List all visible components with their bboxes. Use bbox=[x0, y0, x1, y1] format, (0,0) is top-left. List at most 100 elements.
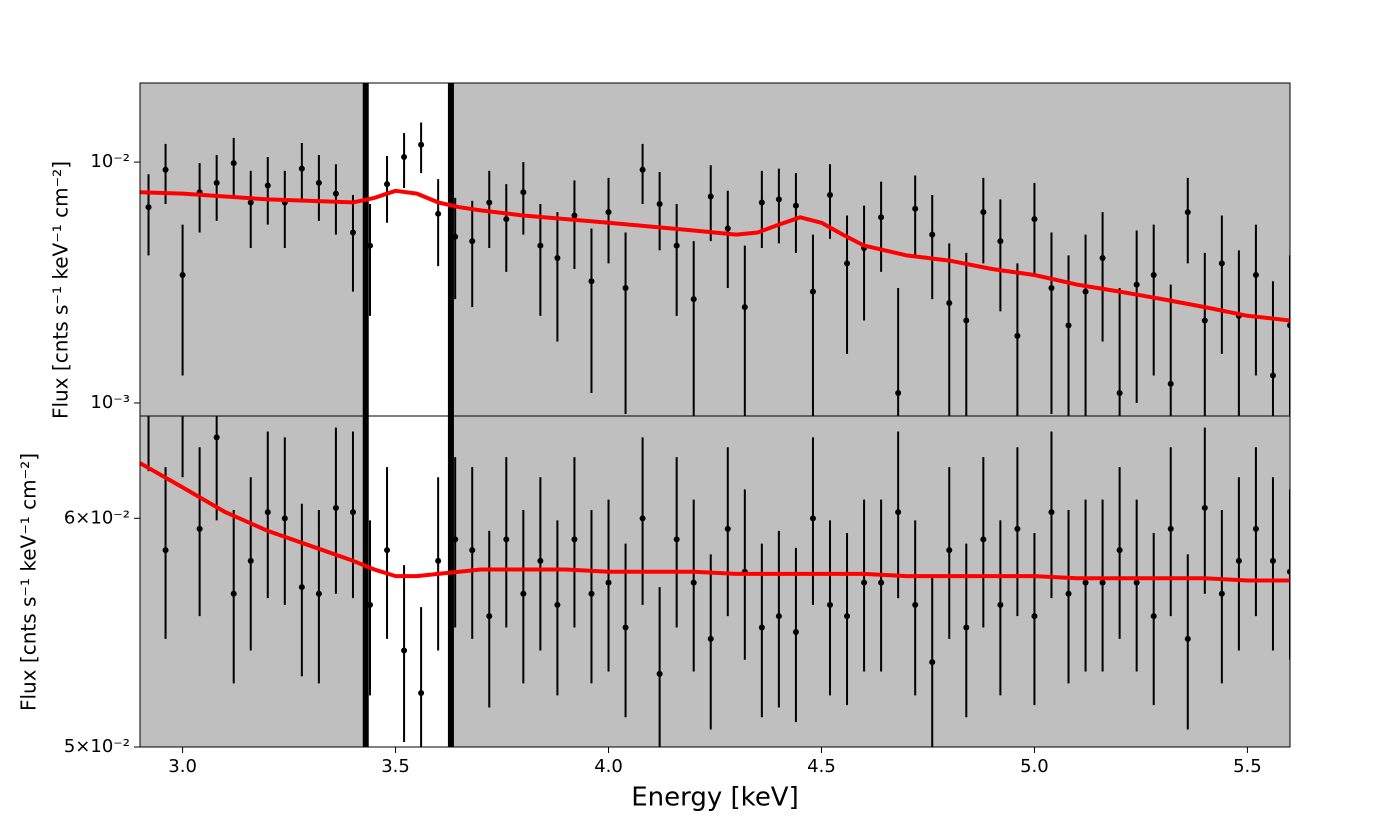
data-point bbox=[264, 182, 271, 189]
x-tick-label: 5.0 bbox=[1020, 756, 1049, 777]
data-point bbox=[435, 210, 442, 217]
data-point bbox=[230, 590, 237, 597]
data-point bbox=[656, 670, 663, 677]
data-point bbox=[315, 179, 322, 186]
data-point bbox=[230, 160, 237, 167]
y-axis-label: Flux [cnts s⁻¹ keV⁻¹ cm⁻²] bbox=[17, 453, 41, 711]
data-point bbox=[758, 199, 765, 206]
data-point bbox=[622, 624, 629, 631]
data-point bbox=[537, 242, 544, 249]
data-point bbox=[247, 557, 254, 564]
data-point bbox=[792, 202, 799, 209]
data-point bbox=[605, 579, 612, 586]
data-point bbox=[1184, 209, 1191, 216]
data-point bbox=[1031, 613, 1038, 620]
data-point bbox=[861, 579, 868, 586]
data-point bbox=[418, 689, 425, 696]
shaded-region bbox=[140, 416, 1290, 747]
data-point bbox=[963, 317, 970, 324]
data-point bbox=[605, 209, 612, 216]
x-tick-label: 3.5 bbox=[381, 756, 410, 777]
data-point bbox=[895, 390, 902, 397]
data-point bbox=[196, 525, 203, 532]
data-point bbox=[1269, 557, 1276, 564]
shaded-region bbox=[140, 83, 1290, 416]
axes-frame bbox=[139, 415, 1291, 748]
data-point bbox=[1133, 281, 1140, 288]
data-point bbox=[588, 278, 595, 285]
data-point bbox=[1082, 579, 1089, 586]
model-line bbox=[140, 461, 1290, 583]
data-point bbox=[844, 613, 851, 620]
x-tick-label: 5.5 bbox=[1233, 756, 1262, 777]
data-point bbox=[1099, 254, 1106, 261]
data-point bbox=[162, 547, 169, 554]
data-point bbox=[656, 200, 663, 207]
data-point bbox=[162, 166, 169, 173]
data-point bbox=[1252, 271, 1259, 278]
data-point bbox=[264, 509, 271, 516]
data-point bbox=[367, 601, 373, 608]
data-point bbox=[758, 624, 765, 631]
data-point bbox=[741, 304, 748, 311]
unshaded-window bbox=[365, 416, 451, 747]
data-point bbox=[878, 214, 885, 221]
data-point bbox=[486, 613, 493, 620]
data-point bbox=[997, 238, 1004, 245]
data-point bbox=[690, 579, 697, 586]
data-point bbox=[724, 525, 731, 532]
data-point bbox=[452, 233, 459, 240]
y-tick-label: 10⁻² bbox=[90, 151, 130, 172]
y-axis-label: Flux [cnts s⁻¹ keV⁻¹ cm⁻²] bbox=[49, 161, 73, 419]
data-point bbox=[809, 288, 816, 295]
data-point bbox=[537, 557, 544, 564]
y-tick-label: 5×10⁻² bbox=[64, 736, 130, 757]
data-point bbox=[707, 193, 714, 200]
data-point bbox=[1133, 579, 1140, 586]
data-point bbox=[1287, 322, 1290, 329]
data-point bbox=[349, 229, 356, 236]
data-point bbox=[1167, 525, 1174, 532]
data-point bbox=[1099, 579, 1106, 586]
data-point bbox=[1082, 288, 1089, 295]
data-point bbox=[946, 547, 953, 554]
data-point bbox=[946, 300, 953, 307]
y-tick-label: 6×10⁻² bbox=[64, 507, 130, 528]
data-point bbox=[281, 515, 288, 522]
data-point bbox=[1235, 557, 1242, 564]
data-point bbox=[520, 189, 527, 196]
data-point bbox=[145, 204, 152, 211]
data-point bbox=[298, 165, 305, 172]
data-point bbox=[384, 181, 391, 188]
data-point bbox=[673, 242, 680, 249]
data-point bbox=[1150, 271, 1157, 278]
data-point bbox=[469, 238, 476, 245]
data-point bbox=[912, 601, 919, 608]
data-point bbox=[349, 509, 356, 516]
data-point bbox=[707, 635, 714, 642]
y-tick-label: 10⁻³ bbox=[90, 392, 130, 413]
data-point bbox=[247, 199, 254, 206]
data-point bbox=[1048, 285, 1055, 292]
model-line bbox=[140, 188, 1290, 323]
data-point bbox=[1031, 216, 1038, 223]
data-point bbox=[571, 536, 578, 543]
data-point bbox=[1201, 504, 1208, 511]
data-point bbox=[367, 242, 373, 249]
data-point bbox=[673, 536, 680, 543]
data-point bbox=[775, 613, 782, 620]
data-point bbox=[418, 141, 425, 148]
data-point bbox=[1065, 590, 1072, 597]
data-point bbox=[315, 590, 322, 597]
data-point bbox=[827, 192, 833, 199]
data-point bbox=[809, 515, 816, 522]
data-point bbox=[724, 225, 731, 232]
data-point bbox=[1201, 317, 1208, 324]
data-point bbox=[1184, 635, 1191, 642]
data-point bbox=[452, 536, 459, 543]
data-point bbox=[775, 196, 782, 203]
data-point bbox=[912, 205, 919, 212]
data-point bbox=[878, 579, 885, 586]
data-point bbox=[1287, 568, 1290, 575]
data-point bbox=[1252, 525, 1259, 532]
